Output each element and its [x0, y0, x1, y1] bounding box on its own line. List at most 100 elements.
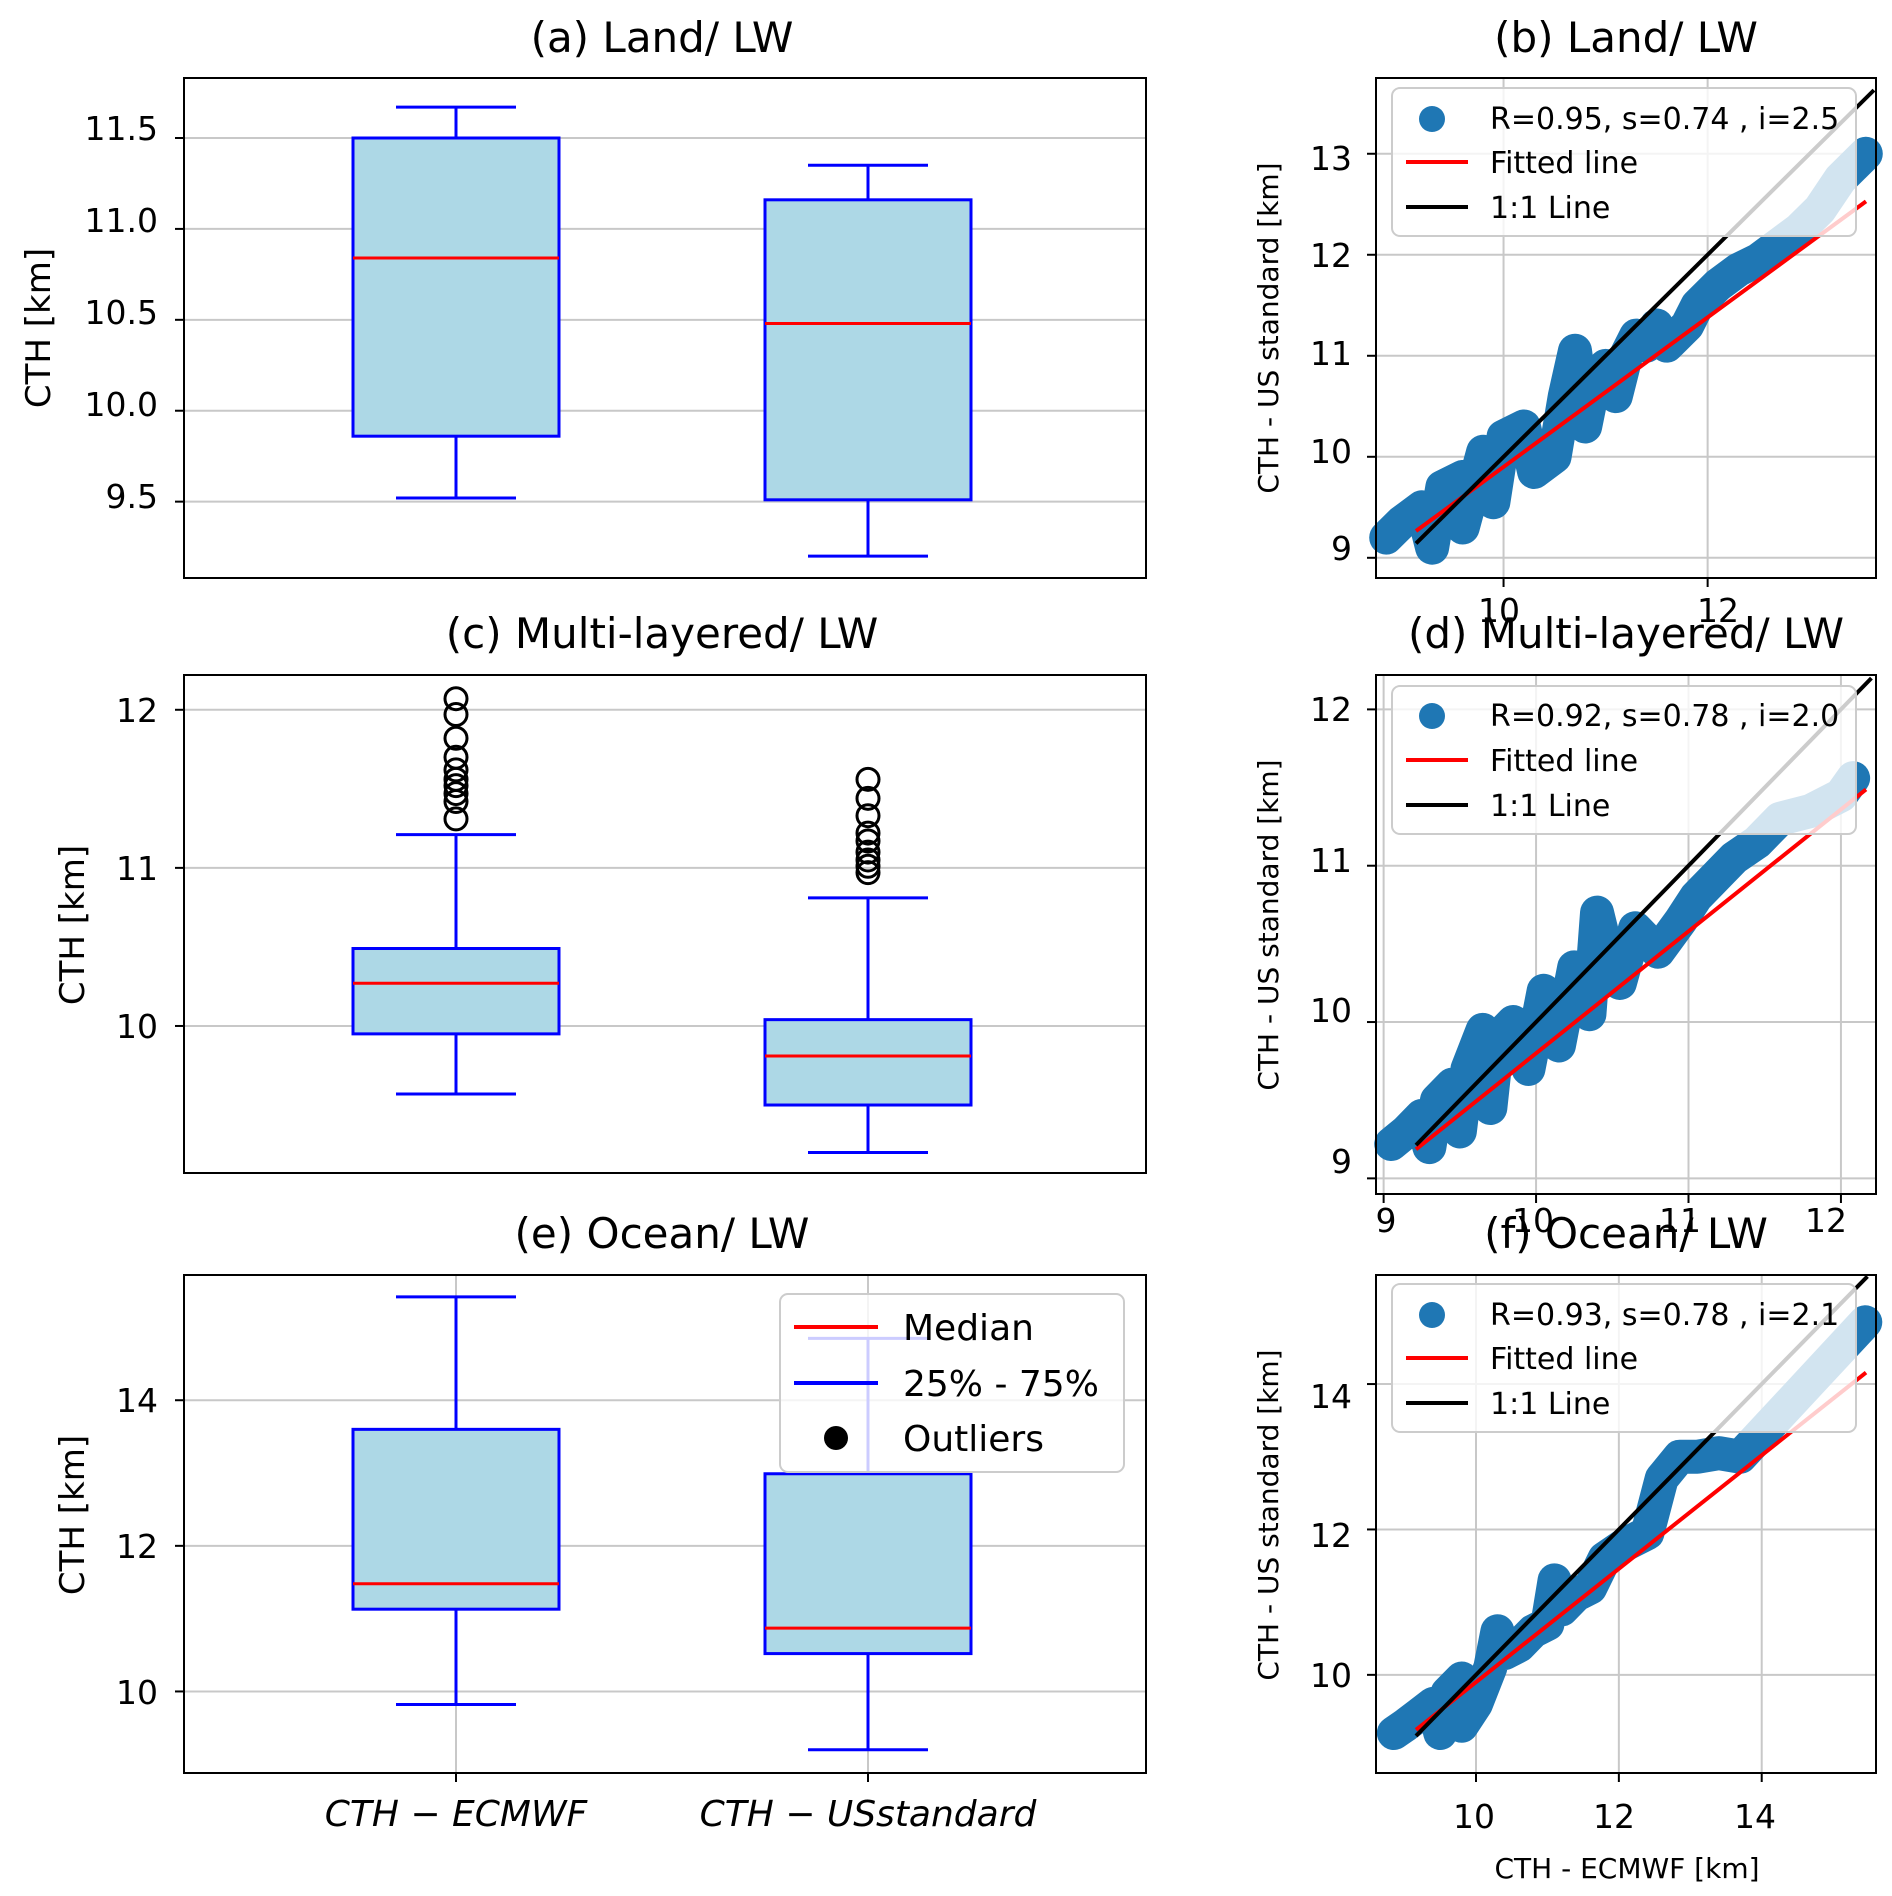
panel-f: (f) Ocean/ LW CTH - US standard [km] 14 … [1252, 1209, 1883, 1885]
panel-c-outlier [855, 839, 881, 865]
panel-f-legend-frame [1391, 1283, 1857, 1433]
panel-c-outlier [855, 828, 881, 854]
panel-d-legend-identity: 1:1 Line [1490, 789, 1610, 824]
panel-f-ylabel: CTH - US standard [km] [1252, 1349, 1285, 1680]
panel-a-yticks: 11.5 11.0 10.5 10.0 9.5 [85, 109, 158, 516]
panel-d-legend-stats: R=0.92, s=0.78 , i=2.0 [1490, 699, 1839, 734]
panel-d-ytick-label: 10 [1310, 991, 1352, 1030]
panel-f-frame [1375, 1274, 1877, 1774]
panel-c-frame [183, 674, 1147, 1174]
panel-e-box [763, 1472, 973, 1656]
panel-d-title: (d) Multi-layered/ LW [1408, 609, 1844, 658]
panel-a-ytick-label: 11.0 [85, 201, 158, 240]
panel-c-ytick-label: 11 [116, 849, 158, 888]
panel-b-scatter-band [1369, 136, 1883, 565]
panel-d-xtick-label: 12 [1805, 1201, 1847, 1240]
panel-d-xtick-label: 10 [1512, 1201, 1554, 1240]
panel-e-legend-median: Median [903, 1308, 1034, 1349]
panel-e-xticks: CTH − ECMWF CTH − USstandard [325, 1794, 1038, 1835]
panel-e-title: (e) Ocean/ LW [515, 1209, 810, 1258]
panel-d-xtick-label: 9 [1376, 1201, 1397, 1240]
panel-f-legend-scatter-marker [1419, 1302, 1445, 1328]
panel-d: (d) Multi-layered/ LW CTH - US standard … [1252, 609, 1877, 1240]
panel-f-yticks: 14 12 10 [1310, 1377, 1352, 1695]
panel-c-plot [175, 674, 1147, 1174]
panel-c: (c) Multi-layered/ LW CTH [km] 12 11 10 [53, 609, 1147, 1174]
panel-f-ytick-label: 12 [1310, 1516, 1352, 1555]
panel-c-yticks: 12 11 10 [116, 691, 158, 1046]
panel-c-outlier [443, 806, 469, 832]
panel-f-xtick-label: 12 [1593, 1797, 1635, 1836]
panel-a-ytick-label: 10.0 [85, 385, 158, 424]
panel-c-outlier [443, 773, 469, 799]
panel-f-scatter-band [1376, 1305, 1883, 1751]
panel-c-outlier [855, 785, 881, 811]
panel-b-legend-identity: 1:1 Line [1490, 191, 1610, 226]
panel-d-legend-fit: Fitted line [1490, 744, 1638, 779]
panel-c-outlier [443, 757, 469, 783]
panel-c-outlier [855, 853, 881, 879]
panel-b-legend-stats: R=0.95, s=0.74 , i=2.5 [1490, 102, 1839, 137]
panel-e: (e) Ocean/ LW CTH [km] 14 12 10 CTH − EC… [53, 1209, 1147, 1835]
panel-e-yticks: 14 12 10 [116, 1381, 158, 1712]
panel-e-legend-outlier-marker [824, 1426, 848, 1450]
panel-d-yticks: 12 11 10 9 [1310, 690, 1352, 1181]
panel-a: (a) Land/ LW CTH [km] 11.5 11.0 10.5 10.… [19, 13, 1147, 579]
panel-a-box [763, 198, 973, 502]
panel-d-legend-frame [1391, 685, 1857, 835]
panel-b-xtick-label: 12 [1697, 591, 1739, 630]
panel-d-scatter-band [1374, 761, 1871, 1165]
panel-d-ytick-label: 9 [1331, 1142, 1352, 1181]
panel-a-frame [183, 77, 1147, 579]
panel-a-ytick-label: 10.5 [85, 293, 158, 332]
panel-d-legend-scatter-marker [1419, 703, 1445, 729]
panel-c-ytick-label: 10 [116, 1007, 158, 1046]
panel-b-ytick-label: 13 [1310, 139, 1352, 178]
panel-e-ytick-label: 12 [116, 1527, 158, 1566]
panel-f-legend-identity: 1:1 Line [1490, 1387, 1610, 1422]
panel-a-title: (a) Land/ LW [531, 13, 794, 62]
panel-e-xtick-usstandard: CTH − USstandard [700, 1794, 1038, 1835]
panel-e-legend-frame [779, 1293, 1125, 1473]
panel-b-ylabel: CTH - US standard [km] [1252, 162, 1285, 493]
panel-c-title: (c) Multi-layered/ LW [446, 609, 879, 658]
panel-b: (b) Land/ LW CTH - US standard [km] 13 1… [1252, 13, 1883, 630]
panel-a-ytick-label: 11.5 [85, 109, 158, 148]
panel-d-legend: R=0.92, s=0.78 , i=2.0 Fitted line 1:1 L… [1391, 685, 1857, 835]
panel-d-frame [1375, 674, 1877, 1195]
panel-f-legend-stats: R=0.93, s=0.78 , i=2.1 [1490, 1298, 1839, 1333]
panel-a-plot [175, 77, 1147, 579]
panel-b-xticks: 10 12 [1478, 591, 1739, 630]
panel-c-outlier [443, 702, 469, 728]
panel-d-xtick-label: 11 [1659, 1201, 1701, 1240]
panel-f-legend-fit: Fitted line [1490, 1342, 1638, 1377]
panel-c-outlier [443, 781, 469, 807]
panel-b-yticks: 13 12 11 10 9 [1310, 139, 1352, 568]
panel-c-outlier [855, 803, 881, 829]
panel-f-ytick-label: 14 [1310, 1377, 1352, 1416]
panel-f-legend: R=0.93, s=0.78 , i=2.1 Fitted line 1:1 L… [1391, 1283, 1857, 1433]
panel-e-frame [183, 1274, 1147, 1774]
panel-b-title: (b) Land/ LW [1494, 13, 1758, 62]
panel-b-ytick-label: 12 [1310, 236, 1352, 275]
panel-b-ytick-label: 11 [1310, 334, 1352, 373]
panel-a-ytick-label: 9.5 [106, 477, 158, 516]
panel-e-legend-outliers: Outliers [903, 1419, 1044, 1460]
panel-f-plot [1367, 1274, 1883, 1782]
panel-b-legend-fit: Fitted line [1490, 146, 1638, 181]
panel-f-ytick-label: 10 [1310, 1656, 1352, 1695]
panel-c-box [351, 947, 561, 1036]
panel-f-xtick-label: 14 [1734, 1797, 1776, 1836]
panel-c-outlier [855, 820, 881, 846]
panel-e-ylabel: CTH [km] [53, 1435, 93, 1595]
panel-f-xlabel: CTH - ECMWF [km] [1494, 1852, 1759, 1885]
panel-c-box [763, 1018, 973, 1107]
panel-a-box [351, 136, 561, 438]
panel-b-fitted-line [1414, 199, 1868, 533]
panel-b-ytick-label: 10 [1310, 432, 1352, 471]
panel-b-legend-scatter-marker [1419, 106, 1445, 132]
panel-e-legend-iqr: 25% - 75% [903, 1364, 1099, 1405]
panel-d-ytick-label: 11 [1310, 841, 1352, 880]
panel-b-legend: R=0.95, s=0.74 , i=2.5 Fitted line 1:1 L… [1391, 87, 1857, 237]
